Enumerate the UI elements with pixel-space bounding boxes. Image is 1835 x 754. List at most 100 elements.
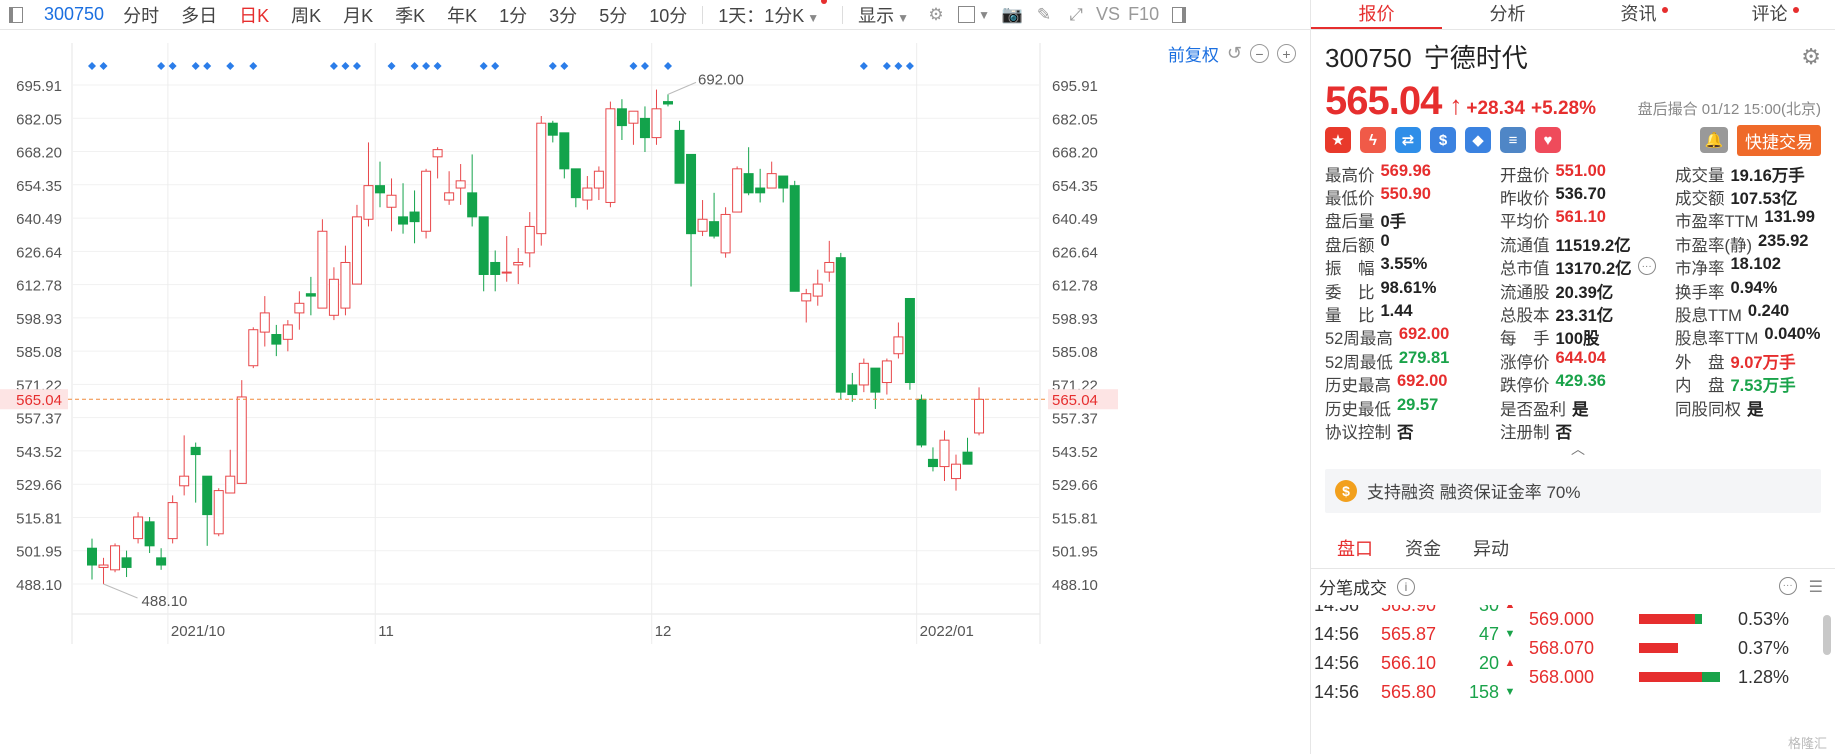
depth-price: 569.000 [1529, 608, 1595, 629]
candle-body [927, 458, 938, 468]
chevron-up-icon[interactable]: ︿ [1571, 440, 1585, 457]
candle-body [398, 216, 409, 225]
pencil-icon[interactable]: ✎ [1036, 4, 1052, 24]
kline-chart[interactable]: 695.91 695.91 682.05 682.05 668.20 668.20 654.… [0, 31, 1310, 754]
ticks-list: 14:56 565.90 30 ▲ 14:56 565.87 47 ▼ 14:56 566.10 2… [1311, 605, 1526, 707]
price-change-percent: +5.28% [1531, 98, 1596, 119]
price-adjust-select[interactable]: 前复权 [1167, 46, 1219, 65]
quote-tab-label: 评论 [1751, 4, 1788, 24]
candle-body [179, 475, 190, 487]
quote-tab-label: 分析 [1489, 4, 1526, 24]
quote-tab[interactable]: 评论 [1704, 0, 1835, 29]
info-icon[interactable]: i [1397, 577, 1415, 596]
checkbox-dropdown[interactable]: ▼ [956, 4, 992, 26]
interval-select[interactable]: 1天：1分K ▼ [707, 0, 838, 28]
feature-icon-row: ★ ϟ ⇄ $ ◆ ≡ ♥ 🔔 快捷交易 [1311, 122, 1835, 158]
period-tab[interactable]: 日K [239, 5, 270, 26]
stat-label: 振 幅 [1325, 260, 1375, 279]
price-tag-bg [1048, 389, 1118, 410]
event-marker-icon [387, 62, 396, 70]
sub-tab[interactable]: 资金 [1405, 538, 1441, 559]
reset-icon[interactable]: ↺ [1226, 43, 1242, 63]
depth-price: 568.000 [1529, 666, 1595, 687]
sub-tab[interactable]: 异动 [1473, 538, 1509, 559]
period-tab[interactable]: 季K [395, 5, 426, 26]
more-icon[interactable]: ··· [1637, 257, 1656, 276]
notification-dot [1661, 7, 1668, 13]
display-menu[interactable]: 显示 ▼ [847, 2, 920, 28]
stat-label: 跌停价 [1500, 377, 1550, 396]
scrollbar[interactable] [1823, 614, 1831, 655]
stat-cell: 换手率 0.94% [1675, 279, 1821, 303]
period-tab[interactable]: 周K [291, 5, 322, 26]
bell-icon[interactable]: 🔔 [1700, 127, 1728, 153]
zoom-in-icon[interactable]: + [1277, 44, 1296, 63]
vs-compare-button[interactable]: VS [1096, 4, 1121, 24]
y-tick-label-right: 640.49 [1052, 211, 1098, 228]
stat-label: 成交量 [1675, 166, 1725, 185]
lightning-icon[interactable]: ϟ [1360, 127, 1386, 153]
period-tab[interactable]: 10分 [649, 5, 688, 26]
max-price-annotation: 692.00 [698, 71, 744, 88]
stat-label: 盘后量 [1325, 213, 1375, 232]
stat-value: 是 [1747, 400, 1764, 419]
y-tick-label-right: 682.05 [1052, 111, 1098, 128]
y-tick-label-right: 654.35 [1052, 178, 1098, 195]
gear-icon[interactable]: ⚙ [928, 4, 944, 24]
stat-cell: 委 比 98.61% [1325, 279, 1500, 303]
period-tab[interactable]: 1分 [499, 5, 528, 26]
tag-icon[interactable]: ◆ [1465, 127, 1491, 153]
quick-trade-button[interactable]: 快捷交易 [1737, 124, 1821, 156]
document-icon[interactable]: ≡ [1500, 127, 1526, 153]
kline-chart-area[interactable]: 695.91 695.91 682.05 682.05 668.20 668.20 654.… [0, 31, 1310, 754]
sidebar-toggle-icon[interactable] [4, 4, 28, 26]
collapse-panel-icon[interactable] [1167, 4, 1191, 26]
stat-value: 7.53万手 [1730, 377, 1796, 396]
candle-body [570, 168, 581, 199]
dollar-icon[interactable]: $ [1430, 127, 1456, 153]
candle-body [282, 324, 293, 340]
stat-label: 委 比 [1325, 283, 1375, 302]
gear-icon[interactable]: ⚙ [1801, 44, 1821, 69]
stat-cell: 历史最高 692.00 [1325, 372, 1500, 396]
stat-value: 0.94% [1730, 278, 1778, 297]
quote-tab[interactable]: 报价 [1311, 0, 1442, 29]
list-icon[interactable]: ☰ [1808, 578, 1823, 596]
candle-body [639, 117, 650, 139]
candle-body [732, 168, 743, 213]
y-tick-label-right: 626.64 [1052, 244, 1098, 261]
stat-value: 18.102 [1730, 255, 1781, 274]
more-icon[interactable]: ··· [1778, 576, 1797, 595]
annotation-leader [667, 81, 697, 95]
candle-body [651, 108, 662, 139]
quote-tab[interactable]: 资讯 [1573, 0, 1704, 29]
f10-button[interactable]: F10 [1128, 4, 1160, 24]
quote-tab[interactable]: 分析 [1442, 0, 1573, 29]
period-tab[interactable]: 分时 [123, 5, 160, 26]
candle-body [478, 216, 489, 275]
period-tab[interactable]: 月K [343, 5, 374, 26]
stock-code-label[interactable]: 300750 [44, 4, 105, 24]
heart-icon[interactable]: ♥ [1535, 127, 1561, 153]
period-tab[interactable]: 5分 [599, 5, 628, 26]
period-tab[interactable]: 年K [447, 5, 478, 26]
fullscreen-icon[interactable]: ⤢ [1069, 4, 1083, 24]
triangle-up-icon: ▲ [1504, 657, 1516, 670]
stat-cell: 是否盈利是 [1500, 396, 1675, 420]
coin-icon: $ [1335, 479, 1357, 502]
sub-tab[interactable]: 盘口 [1337, 538, 1373, 559]
stat-cell: 外 盘 9.07万手 [1675, 349, 1821, 373]
camera-icon[interactable]: 📷 [1001, 4, 1023, 24]
zoom-out-icon[interactable]: − [1250, 44, 1269, 63]
period-tab[interactable]: 多日 [181, 5, 218, 26]
y-tick-label-left: 585.08 [16, 344, 62, 361]
candle-body [743, 173, 754, 194]
candle-body [87, 547, 97, 566]
display-menu-label: 显示 [858, 5, 895, 26]
shuffle-icon[interactable]: ⇄ [1395, 127, 1421, 153]
stat-cell: 协议控制否 [1325, 419, 1500, 443]
stat-cell: 开盘价 551.00 [1500, 162, 1675, 186]
candle-body [363, 185, 374, 220]
china-flag-icon[interactable]: ★ [1325, 127, 1351, 153]
period-tab[interactable]: 3分 [549, 5, 578, 26]
